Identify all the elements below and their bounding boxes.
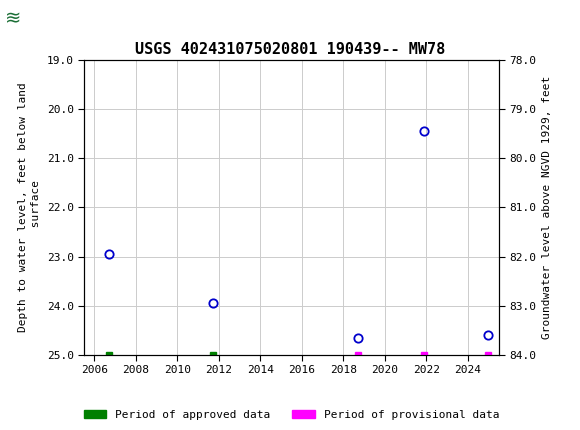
Legend: Period of approved data, Period of provisional data: Period of approved data, Period of provi… xyxy=(79,405,503,424)
Bar xyxy=(3,3,70,35)
Text: USGS: USGS xyxy=(32,12,79,26)
Text: ≋: ≋ xyxy=(5,9,21,28)
Text: USGS 402431075020801 190439-- MW78: USGS 402431075020801 190439-- MW78 xyxy=(135,42,445,57)
Y-axis label: Depth to water level, feet below land
 surface: Depth to water level, feet below land su… xyxy=(18,83,41,332)
Y-axis label: Groundwater level above NGVD 1929, feet: Groundwater level above NGVD 1929, feet xyxy=(542,76,552,339)
